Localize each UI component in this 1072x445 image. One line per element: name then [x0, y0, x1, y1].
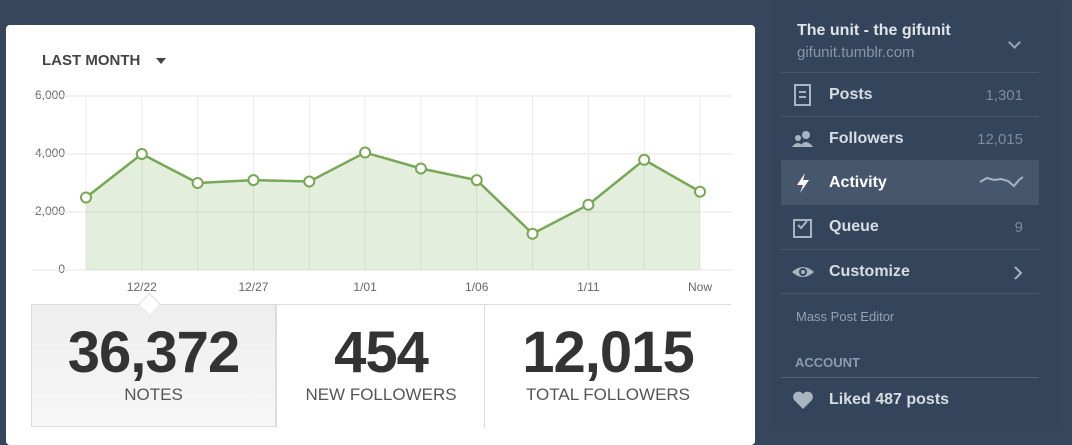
menu-item[interactable]: Activity — [781, 160, 1039, 205]
activity-sparkline — [979, 176, 1024, 188]
point — [582, 198, 595, 211]
line — [85, 151, 701, 236]
page: {"period": "LAST MONTH", "chart_data": {… — [6, 0, 1062, 445]
stat-label: NOTES — [124, 385, 183, 404]
menu-count: 1,301 — [985, 87, 1023, 104]
menu-item[interactable]: Customize — [781, 249, 1039, 294]
x-tick-label: 12/27 — [238, 280, 268, 294]
menu-item[interactable]: Liked 487 posts — [781, 377, 1039, 422]
stat-tile[interactable]: 12,015 TOTAL FOLLOWERS — [484, 304, 731, 428]
y-tick-label: 6,000 — [35, 88, 65, 102]
activity-icon — [797, 173, 809, 193]
stat-tile[interactable]: 454 NEW FOLLOWERS — [276, 304, 485, 428]
point — [414, 162, 427, 175]
menu-count: 9 — [1014, 219, 1023, 236]
y-tick-label: 4,000 — [35, 146, 65, 160]
posts-icon — [794, 84, 811, 106]
menu-label: Liked 487 posts — [829, 391, 950, 408]
menu-item[interactable]: Queue 9 — [781, 204, 1039, 249]
point — [359, 146, 372, 159]
point — [135, 148, 148, 160]
chevron — [1014, 266, 1023, 280]
x-tick-label: 1/11 — [577, 280, 600, 294]
x-tick-label: 1/01 — [353, 280, 377, 294]
point — [191, 177, 204, 189]
y-tick-label: 2,000 — [35, 204, 65, 218]
x-tick-label: 1/06 — [465, 280, 489, 294]
point — [526, 227, 539, 240]
point — [303, 175, 316, 188]
point — [694, 185, 706, 198]
stat-label: TOTAL FOLLOWERS — [525, 385, 691, 404]
menu-item[interactable]: Followers 12,015 — [781, 116, 1039, 161]
blog-name[interactable]: The unit - the gifunit — [797, 22, 951, 39]
section-heading: ACCOUNT — [795, 355, 860, 370]
point — [247, 174, 260, 187]
sidebar — [770, 0, 1062, 427]
stat-value: 454 — [334, 320, 429, 385]
customize-icon — [792, 267, 814, 277]
menu-item[interactable]: Posts 1,301 — [781, 72, 1039, 117]
stat-value: 36,372 — [67, 320, 240, 385]
menu-count: 12,015 — [977, 131, 1023, 148]
x-tick-label: Now — [688, 280, 712, 294]
queue-icon — [793, 219, 812, 238]
dropdown-caret — [156, 58, 166, 64]
followers-icon — [792, 131, 813, 147]
area — [86, 152, 700, 270]
menu-label: Followers — [829, 130, 904, 147]
menu-label: Activity — [829, 174, 887, 191]
menu-label: Posts — [829, 86, 873, 103]
heart-icon — [793, 391, 813, 409]
menu-label: Customize — [829, 263, 910, 280]
stat-label: NEW FOLLOWERS — [305, 385, 457, 404]
stat-tile[interactable]: 36,372 NOTES — [31, 304, 276, 427]
x-tick-label: 12/22 — [127, 280, 157, 294]
point — [638, 153, 651, 166]
stat-value: 12,015 — [522, 320, 694, 385]
mass-post-editor-link[interactable]: Mass Post Editor — [796, 309, 895, 324]
y-tick-label: 0 — [58, 262, 65, 276]
divider — [781, 293, 1039, 294]
chart: 0 2,000 4,000 6,000 12/22 12/27 1/01 1/06 1/11 No… — [32, 88, 732, 294]
blog-url: gifunit.tumblr.com — [797, 44, 915, 61]
period-dropdown[interactable]: LAST MONTH — [42, 52, 141, 69]
point — [470, 174, 483, 187]
point — [80, 191, 92, 204]
menu-label: Queue — [829, 218, 879, 235]
